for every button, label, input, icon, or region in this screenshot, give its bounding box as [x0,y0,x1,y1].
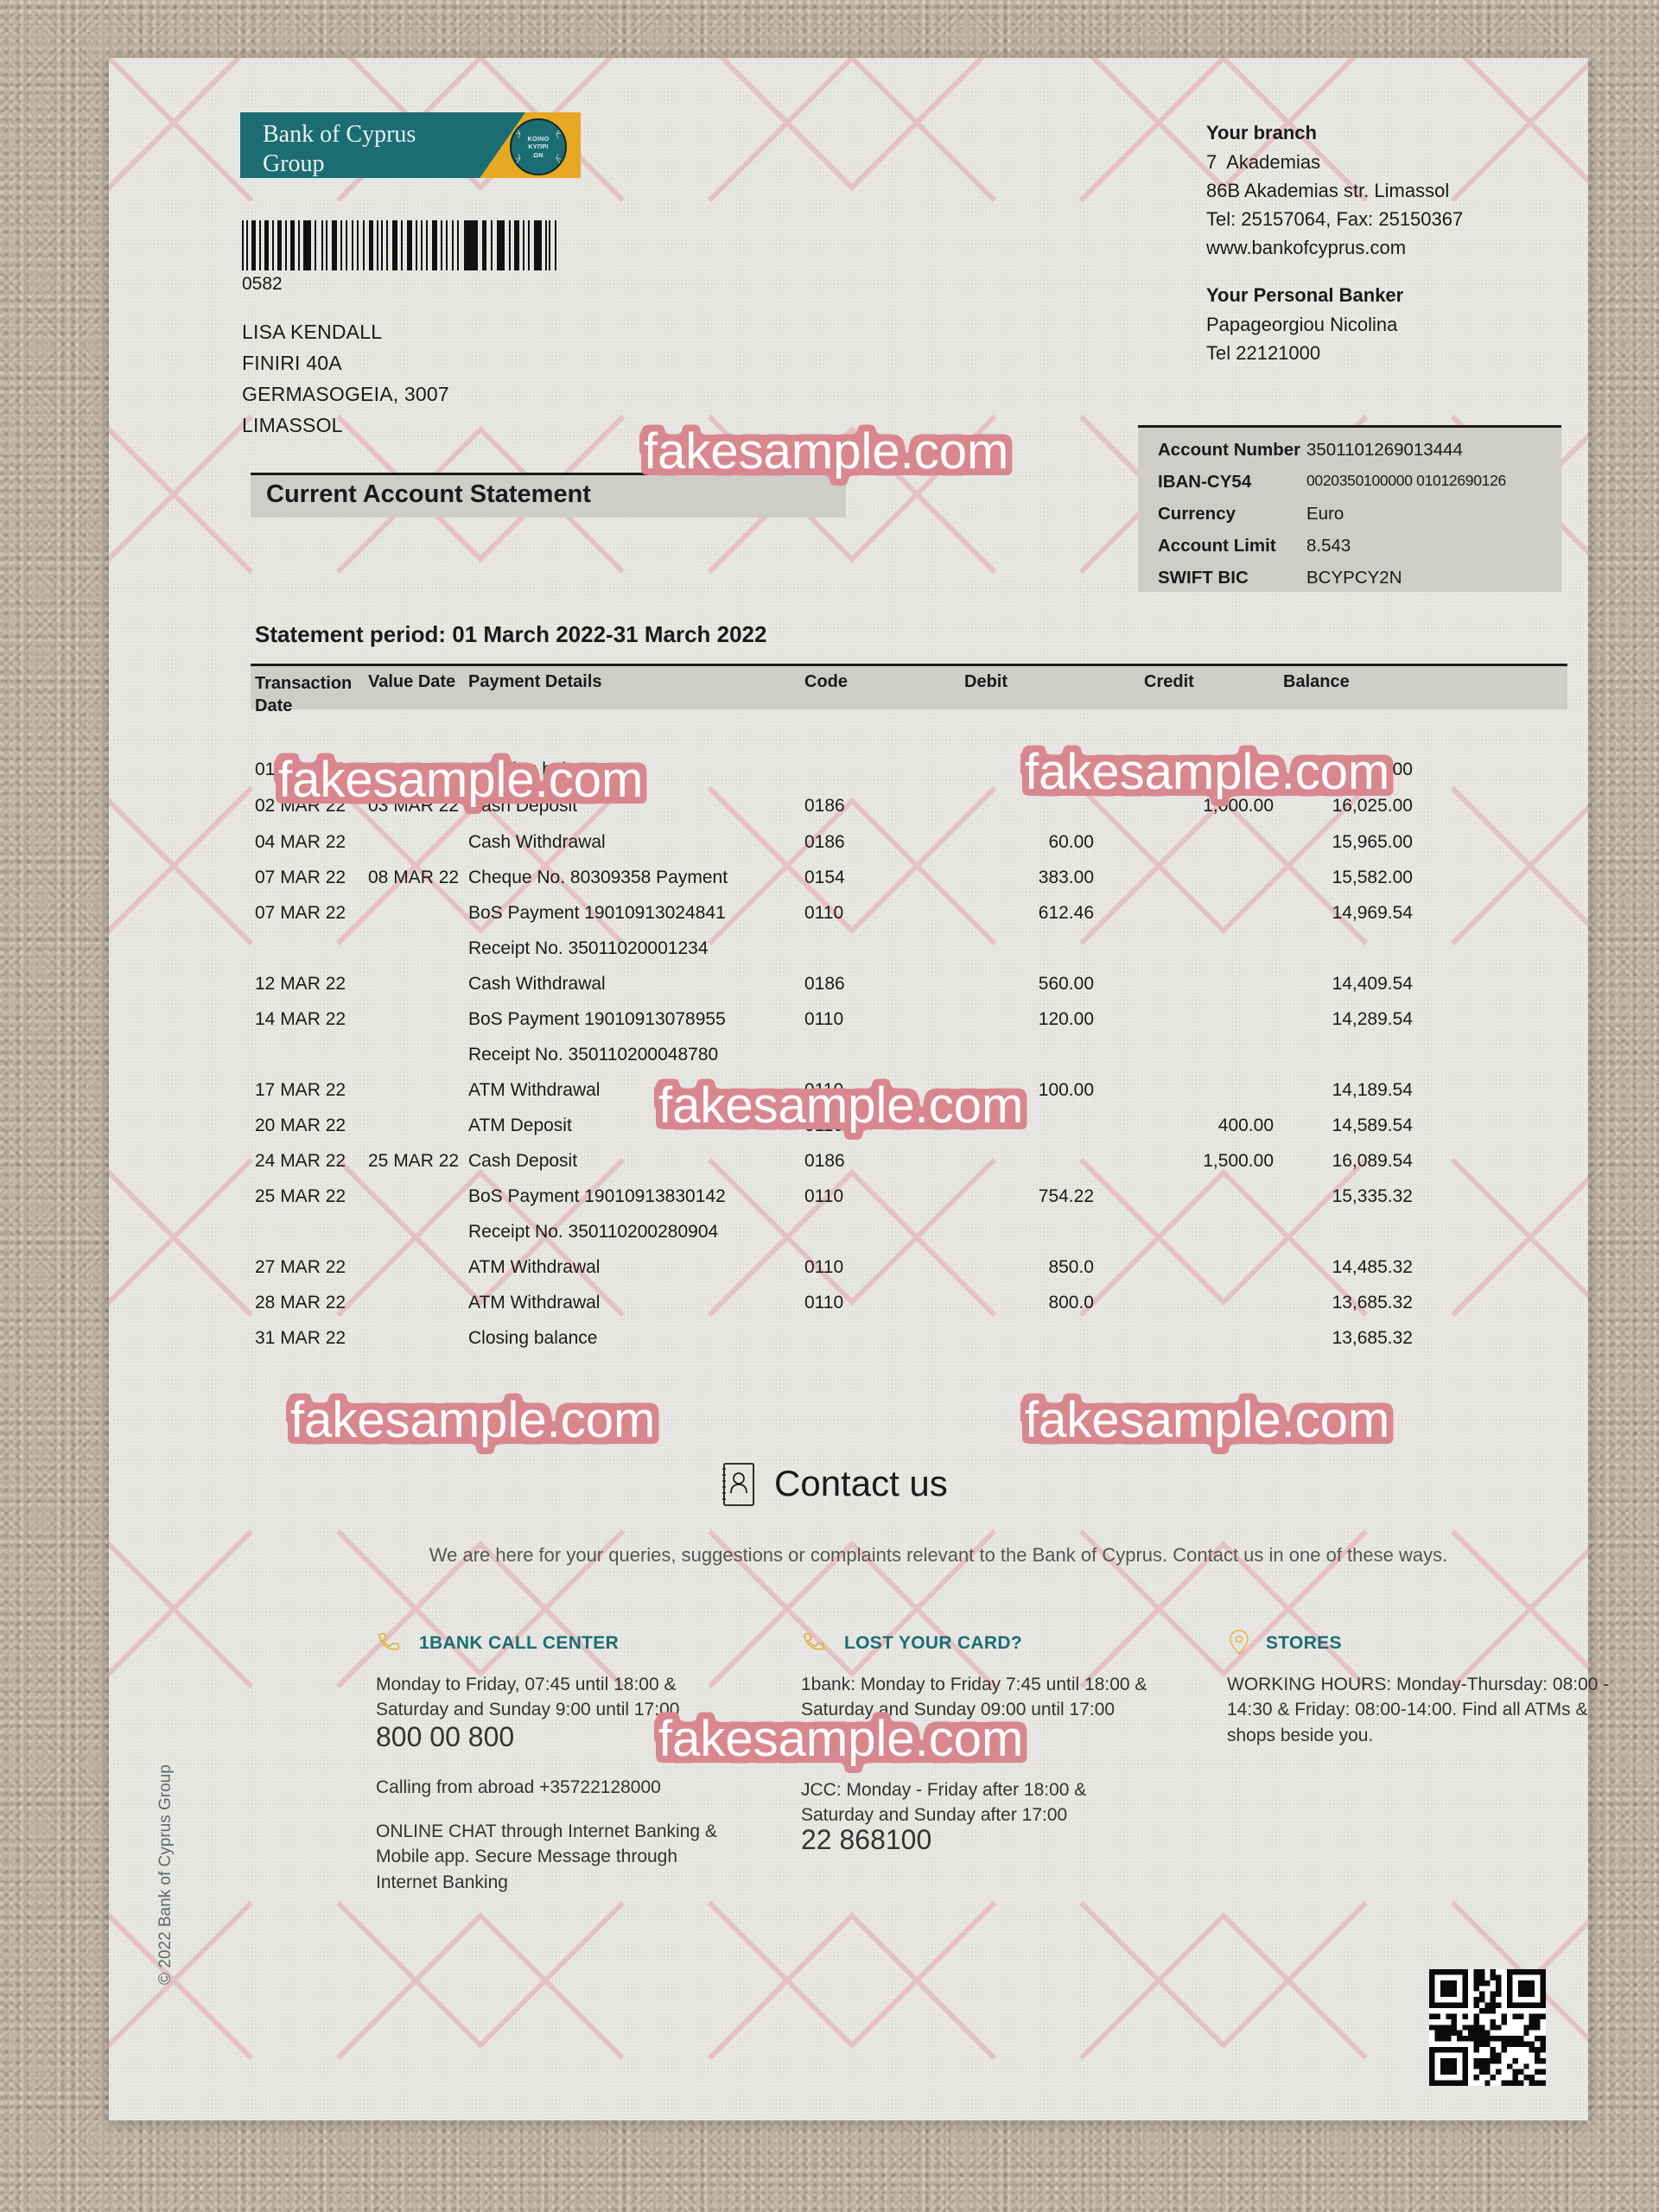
svg-text:fakesample.com: fakesample.com [290,1392,655,1448]
svg-text:fakesample.com: fakesample.com [658,1711,1023,1767]
svg-text:fakesample.com: fakesample.com [278,752,643,808]
svg-text:fakesample.com: fakesample.com [1025,744,1389,800]
svg-text:fakesample.com: fakesample.com [644,423,1008,480]
svg-text:fakesample.com: fakesample.com [658,1077,1023,1134]
svg-text:fakesample.com: fakesample.com [1025,1392,1389,1448]
